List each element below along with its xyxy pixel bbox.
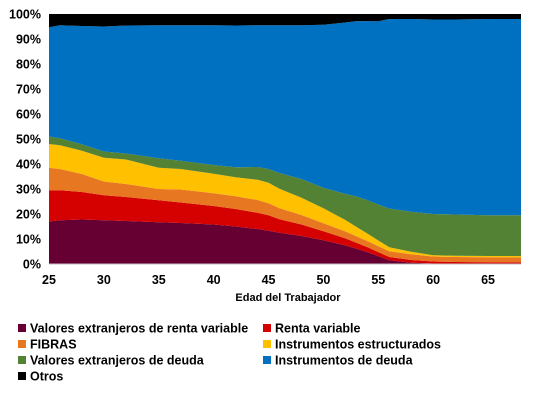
area-fibras (49, 167, 521, 263)
area-instrumentos-estructurados (49, 144, 521, 258)
x-tick-label: 45 (262, 273, 276, 287)
y-tick-label: 10% (16, 233, 41, 247)
y-tick-label: 100% (9, 8, 41, 22)
y-tick-label: 70% (16, 83, 41, 97)
x-tick-label: 65 (481, 273, 495, 287)
area-instrumentos-de-deuda (49, 19, 521, 216)
y-tick-label: 50% (16, 133, 41, 147)
x-tick-label: 35 (152, 273, 166, 287)
legend-item-instrumentos-estructurados: Instrumentos estructurados (263, 338, 441, 352)
y-tick-label: 20% (16, 208, 41, 222)
legend-item-valores-extranjeros-de-renta-variable: Valores extranjeros de renta variable (18, 322, 248, 336)
area-otros (49, 14, 521, 28)
area-valores-extranjeros-de-deuda (49, 136, 521, 256)
area-valores-extranjeros-de-renta-variable (49, 219, 521, 264)
legend-item-valores-extranjeros-de-deuda: Valores extranjeros de deuda (18, 354, 205, 368)
axes: 0% 10% 20% 30% 40% 50% 60% 70% 80% 90% 100% 25 30 35 4… (9, 8, 521, 287)
legend-label: FIBRAS (30, 338, 77, 352)
legend-swatch (18, 356, 26, 364)
x-tick-label: 40 (207, 273, 221, 287)
legend-item-instrumentos-de-deuda: Instrumentos de deuda (263, 354, 414, 368)
legend-swatch (263, 340, 271, 348)
x-axis-title: Edad del Trabajador (235, 292, 341, 304)
legend-label: Otros (30, 370, 63, 384)
x-tick-label: 55 (371, 273, 385, 287)
legend: Valores extranjeros de renta variable Ren… (18, 322, 441, 384)
x-tick-label: 30 (97, 273, 111, 287)
legend-label: Renta variable (275, 322, 361, 336)
y-tick-label: 80% (16, 58, 41, 72)
legend-item-fibras: FIBRAS (18, 338, 77, 352)
area-renta-variable (49, 190, 521, 264)
plot-area (49, 14, 521, 264)
legend-swatch (263, 324, 271, 332)
legend-label: Instrumentos de deuda (275, 354, 414, 368)
y-tick-label: 40% (16, 158, 41, 172)
legend-swatch (263, 356, 271, 364)
legend-item-renta-variable: Renta variable (263, 322, 361, 336)
y-tick-label: 0% (23, 258, 41, 272)
legend-swatch (18, 340, 26, 348)
legend-label: Valores extranjeros de renta variable (30, 322, 248, 336)
legend-label: Valores extranjeros de deuda (30, 354, 205, 368)
y-tick-label: 60% (16, 108, 41, 122)
x-tick-label: 50 (316, 273, 330, 287)
legend-swatch (18, 324, 26, 332)
legend-swatch (18, 372, 26, 380)
x-tick-label: 60 (426, 273, 440, 287)
x-tick-label: 25 (42, 273, 56, 287)
y-tick-label: 90% (16, 33, 41, 47)
legend-item-otros: Otros (18, 370, 63, 384)
legend-label: Instrumentos estructurados (275, 338, 441, 352)
y-tick-label: 30% (16, 183, 41, 197)
